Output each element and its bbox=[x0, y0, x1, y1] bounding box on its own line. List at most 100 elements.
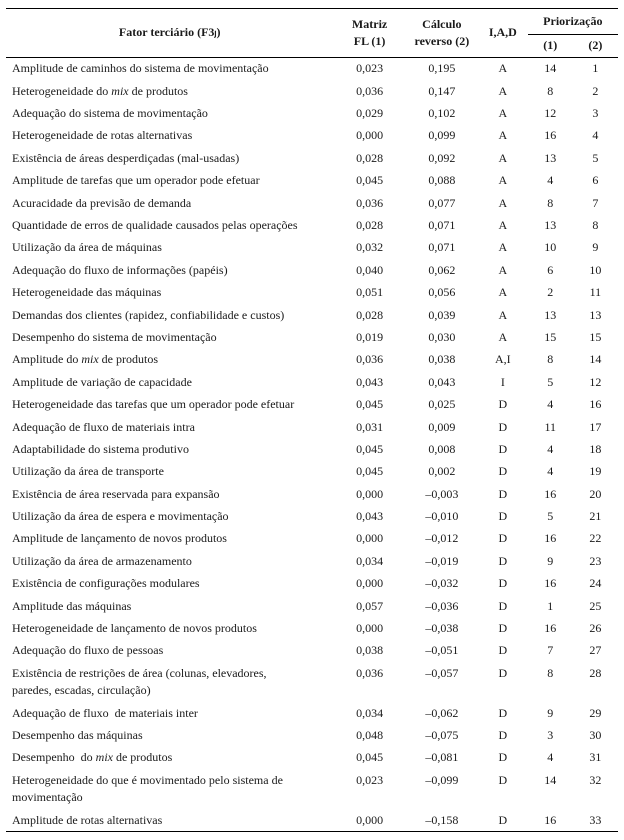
cell-p1: 16 bbox=[528, 618, 573, 640]
table-row: Adaptabilidade do sistema produtivo0,045… bbox=[6, 438, 618, 460]
cell-p2: 29 bbox=[573, 702, 618, 724]
cell-fl: 0,000 bbox=[333, 483, 405, 505]
table-row: Heterogeneidade do que é movimentado pel… bbox=[6, 769, 618, 809]
cell-rev: 0,025 bbox=[406, 394, 478, 416]
cell-rev: –0,038 bbox=[406, 618, 478, 640]
cell-fator: Amplitude de variação de capacidade bbox=[6, 371, 333, 393]
cell-fl: 0,038 bbox=[333, 640, 405, 662]
cell-fl: 0,028 bbox=[333, 147, 405, 169]
table-row: Heterogeneidade das máquinas0,0510,056A2… bbox=[6, 282, 618, 304]
cell-rev: 0,030 bbox=[406, 326, 478, 348]
table-row: Amplitude de caminhos do sistema de movi… bbox=[6, 57, 618, 80]
cell-p2: 19 bbox=[573, 461, 618, 483]
cell-p2: 12 bbox=[573, 371, 618, 393]
cell-p1: 13 bbox=[528, 304, 573, 326]
cell-iad: A bbox=[478, 103, 528, 125]
cell-iad: D bbox=[478, 809, 528, 832]
cell-p2: 8 bbox=[573, 215, 618, 237]
table-row: Amplitude de lançamento de novos produto… bbox=[6, 528, 618, 550]
table-row: Desempenho do mix de produtos0,045–0,081… bbox=[6, 747, 618, 769]
cell-iad: A bbox=[478, 326, 528, 348]
cell-p1: 9 bbox=[528, 702, 573, 724]
cell-p1: 14 bbox=[528, 769, 573, 809]
cell-fator: Adequação de fluxo de materiais intra bbox=[6, 416, 333, 438]
cell-p2: 20 bbox=[573, 483, 618, 505]
cell-fator: Utilização da área de espera e movimenta… bbox=[6, 506, 333, 528]
cell-fator: Existência de áreas desperdiçadas (mal-u… bbox=[6, 147, 333, 169]
cell-fl: 0,032 bbox=[333, 237, 405, 259]
table-row: Utilização da área de armazenamento0,034… bbox=[6, 550, 618, 572]
cell-p1: 4 bbox=[528, 394, 573, 416]
col-header-fator: Fator terciário (F3ⱼ) bbox=[6, 9, 333, 58]
cell-p2: 1 bbox=[573, 57, 618, 80]
cell-iad: A bbox=[478, 125, 528, 147]
cell-fator: Amplitude de tarefas que um operador pod… bbox=[6, 170, 333, 192]
cell-iad: D bbox=[478, 573, 528, 595]
table-row: Heterogeneidade de lançamento de novos p… bbox=[6, 618, 618, 640]
cell-fl: 0,034 bbox=[333, 550, 405, 572]
cell-iad: A bbox=[478, 192, 528, 214]
cell-fator: Desempenho do sistema de movimentação bbox=[6, 326, 333, 348]
table-row: Amplitude do mix de produtos0,0360,038A,… bbox=[6, 349, 618, 371]
cell-rev: 0,195 bbox=[406, 57, 478, 80]
table-row: Utilização da área de máquinas0,0320,071… bbox=[6, 237, 618, 259]
cell-fl: 0,028 bbox=[333, 215, 405, 237]
cell-rev: 0,147 bbox=[406, 80, 478, 102]
table-row: Existência de áreas desperdiçadas (mal-u… bbox=[6, 147, 618, 169]
cell-fator: Adequação de fluxo de materiais inter bbox=[6, 702, 333, 724]
table-row: Adequação do fluxo de informações (papéi… bbox=[6, 259, 618, 281]
cell-iad: A bbox=[478, 215, 528, 237]
cell-rev: –0,099 bbox=[406, 769, 478, 809]
table-row: Amplitude das máquinas0,057–0,036D125 bbox=[6, 595, 618, 617]
cell-rev: 0,088 bbox=[406, 170, 478, 192]
cell-fator: Existência de configurações modulares bbox=[6, 573, 333, 595]
cell-fator: Amplitude de caminhos do sistema de movi… bbox=[6, 57, 333, 80]
table-row: Adequação de fluxo de materiais inter0,0… bbox=[6, 702, 618, 724]
cell-p1: 1 bbox=[528, 595, 573, 617]
cell-iad: D bbox=[478, 394, 528, 416]
cell-p1: 4 bbox=[528, 438, 573, 460]
cell-p2: 14 bbox=[573, 349, 618, 371]
cell-fl: 0,057 bbox=[333, 595, 405, 617]
col-header-matriz-line1: Matriz bbox=[352, 17, 387, 31]
table-row: Quantidade de erros de qualidade causado… bbox=[6, 215, 618, 237]
cell-p2: 11 bbox=[573, 282, 618, 304]
cell-fl: 0,023 bbox=[333, 57, 405, 80]
table-row: Desempenho do sistema de movimentação 0,0… bbox=[6, 326, 618, 348]
cell-iad: A bbox=[478, 57, 528, 80]
cell-rev: –0,057 bbox=[406, 662, 478, 702]
cell-rev: –0,003 bbox=[406, 483, 478, 505]
cell-p1: 4 bbox=[528, 461, 573, 483]
cell-fl: 0,045 bbox=[333, 170, 405, 192]
cell-iad: A,I bbox=[478, 349, 528, 371]
cell-p1: 11 bbox=[528, 416, 573, 438]
cell-iad: D bbox=[478, 769, 528, 809]
table-row: Demandas dos clientes (rapidez, confiabi… bbox=[6, 304, 618, 326]
cell-iad: D bbox=[478, 461, 528, 483]
col-header-matriz-line2: FL (1) bbox=[354, 34, 386, 48]
cell-fl: 0,000 bbox=[333, 809, 405, 832]
cell-fl: 0,000 bbox=[333, 618, 405, 640]
table-row: Amplitude de tarefas que um operador pod… bbox=[6, 170, 618, 192]
cell-p2: 23 bbox=[573, 550, 618, 572]
cell-p2: 22 bbox=[573, 528, 618, 550]
cell-fator: Desempenho do mix de produtos bbox=[6, 747, 333, 769]
cell-rev: 0,056 bbox=[406, 282, 478, 304]
priorizacao-table: Fator terciário (F3ⱼ) Matriz FL (1) Cálc… bbox=[6, 8, 618, 832]
cell-fl: 0,043 bbox=[333, 371, 405, 393]
cell-fl: 0,036 bbox=[333, 192, 405, 214]
cell-p2: 28 bbox=[573, 662, 618, 702]
cell-rev: –0,010 bbox=[406, 506, 478, 528]
col-header-prior: Priorização bbox=[528, 9, 618, 35]
cell-fl: 0,000 bbox=[333, 573, 405, 595]
table-row: Acuracidade da previsão de demanda0,0360… bbox=[6, 192, 618, 214]
cell-p1: 5 bbox=[528, 371, 573, 393]
cell-p2: 27 bbox=[573, 640, 618, 662]
cell-rev: 0,071 bbox=[406, 237, 478, 259]
cell-fator: Utilização da área de armazenamento bbox=[6, 550, 333, 572]
col-header-prior-2: (2) bbox=[573, 35, 618, 57]
cell-rev: –0,062 bbox=[406, 702, 478, 724]
cell-fator: Acuracidade da previsão de demanda bbox=[6, 192, 333, 214]
cell-p2: 32 bbox=[573, 769, 618, 809]
cell-p1: 13 bbox=[528, 215, 573, 237]
